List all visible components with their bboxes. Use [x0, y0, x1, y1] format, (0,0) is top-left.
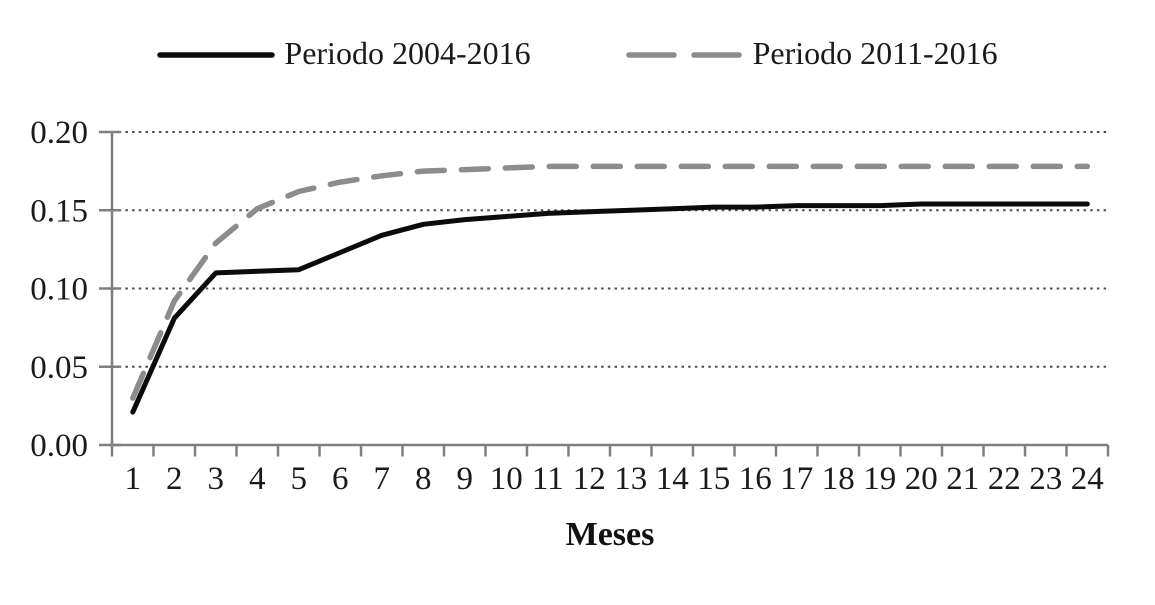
series-line-periodo-2011-2016: [130, 163, 1091, 401]
y-tick-label: 0.10: [30, 272, 88, 308]
x-tick-label: 5: [291, 461, 308, 497]
x-tick-label: 24: [1071, 461, 1104, 497]
x-tick-label: 7: [374, 461, 391, 497]
x-tick-label: 11: [532, 461, 564, 497]
x-axis-title: Meses: [565, 516, 655, 553]
legend-dashed-line-icon: [625, 52, 744, 58]
x-tick-label: 1: [125, 461, 142, 497]
y-tick-label: 0.05: [30, 350, 88, 386]
x-tick-label: 8: [415, 461, 432, 497]
x-tick-label: 15: [697, 461, 730, 497]
x-tick-label: 6: [332, 461, 349, 497]
x-tick-label: 4: [249, 461, 266, 497]
legend-item-periodo-2004-2016: Periodo 2004-2016: [157, 35, 531, 73]
x-tick-label: 13: [614, 461, 647, 497]
x-tick-label: 20: [905, 461, 938, 497]
legend-solid-line-icon: [157, 52, 276, 58]
x-tick-label: 10: [490, 461, 523, 497]
legend: Periodo 2004-2016 Periodo 2011-2016: [0, 33, 1155, 77]
x-tick-label: 9: [457, 461, 474, 497]
x-tick-label: 16: [739, 461, 772, 497]
y-tick-label: 0.00: [30, 428, 88, 464]
x-tick-label: 22: [988, 461, 1021, 497]
legend-label-periodo-2004-2016: Periodo 2004-2016: [284, 35, 531, 71]
legend-item-periodo-2011-2016: Periodo 2011-2016: [625, 35, 998, 73]
x-tick-label: 2: [166, 461, 183, 497]
line-chart: 0.000.050.100.150.201 2 3 4 5 6 7 8 9 10 11 12 13 14 1…: [30, 115, 1110, 497]
y-tick-label: 0.20: [30, 115, 88, 151]
x-tick-label: 21: [946, 461, 979, 497]
x-tick-label: 3: [208, 461, 225, 497]
x-tick-label: 17: [780, 461, 813, 497]
x-tick-label: 23: [1029, 461, 1062, 497]
y-tick-label: 0.15: [30, 193, 88, 229]
x-tick-label: 14: [656, 461, 689, 497]
x-tick-label: 19: [863, 461, 896, 497]
x-tick-label: 18: [822, 461, 855, 497]
series-line-periodo-2004-2016: [130, 201, 1090, 415]
legend-label-periodo-2011-2016: Periodo 2011-2016: [752, 35, 998, 71]
x-tick-label: 12: [573, 461, 606, 497]
